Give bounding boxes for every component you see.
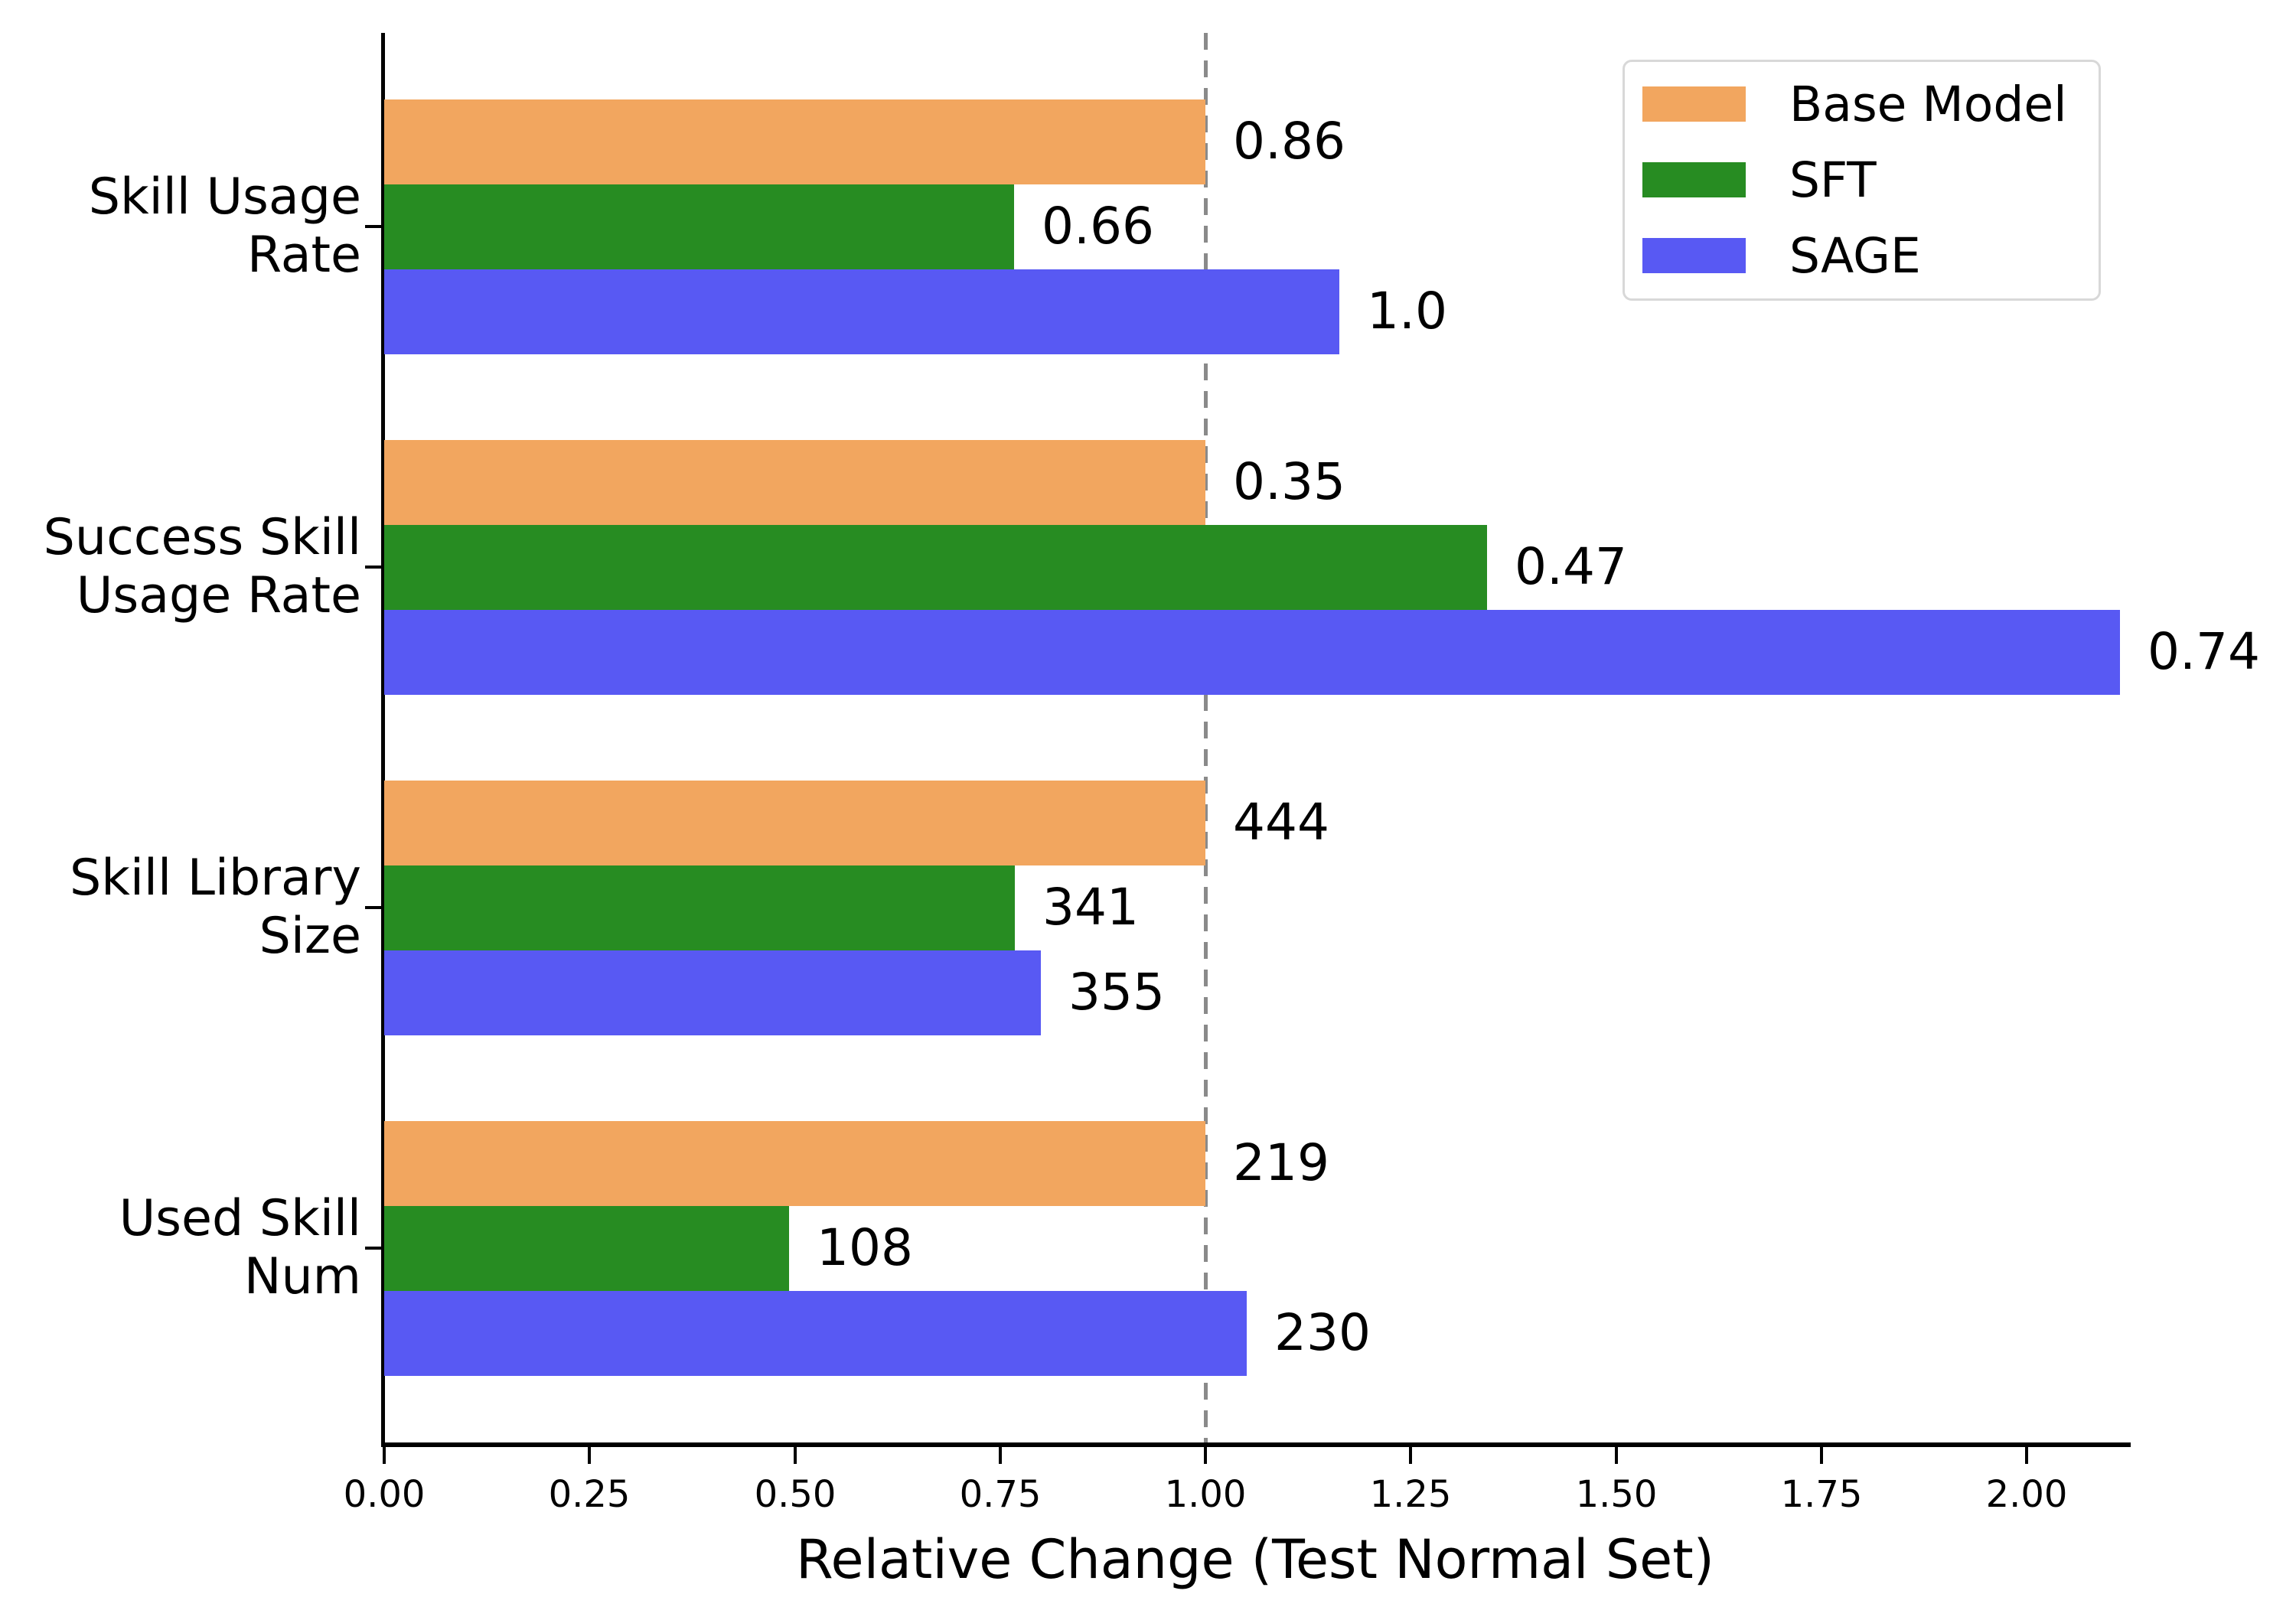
bar-sft-cat1 <box>384 524 1487 610</box>
value-label-base-model-cat1: 0.35 <box>1233 452 1345 511</box>
x-tick-6 <box>1615 1447 1618 1464</box>
category-label-0-line-1: Rate <box>246 227 361 284</box>
category-label-3-line-0: Used Skill <box>119 1190 361 1247</box>
legend-swatch-sage <box>1642 238 1746 273</box>
value-label-sage-cat2: 355 <box>1068 963 1165 1022</box>
x-tick-8 <box>2025 1447 2028 1464</box>
x-axis-spine <box>381 1442 2131 1447</box>
value-label-base-model-cat2: 444 <box>1233 793 1329 852</box>
x-tick-label-1: 0.25 <box>548 1473 631 1516</box>
x-tick-0 <box>383 1447 386 1464</box>
value-label-sft-cat0: 0.66 <box>1042 197 1154 256</box>
x-tick-label-4: 1.00 <box>1164 1473 1247 1516</box>
x-tick-4 <box>1204 1447 1207 1464</box>
category-label-0: Skill Usage Rate <box>0 168 361 285</box>
value-label-sage-cat1: 0.74 <box>2148 622 2260 681</box>
legend-label-sage: SAGE <box>1789 227 1921 284</box>
bar-sft-cat0 <box>384 184 1014 269</box>
bar-sage-cat2 <box>384 950 1041 1035</box>
y-tick-1 <box>365 566 383 569</box>
category-label-0-line-0: Skill Usage <box>88 168 361 226</box>
category-label-3: Used Skill Num <box>0 1190 361 1306</box>
x-tick-3 <box>999 1447 1002 1464</box>
y-tick-2 <box>365 906 383 909</box>
value-label-sage-cat0: 1.0 <box>1367 282 1447 341</box>
legend-box: Base Model SFT SAGE <box>1623 60 2101 301</box>
x-tick-label-5: 1.25 <box>1369 1473 1452 1516</box>
legend-entry-sft: SFT <box>1642 156 1877 204</box>
legend-label-base-model: Base Model <box>1789 76 2067 132</box>
x-tick-5 <box>1409 1447 1412 1464</box>
category-label-2-line-0: Skill Library <box>69 849 361 907</box>
x-tick-7 <box>1820 1447 1823 1464</box>
bar-base-model-cat0 <box>384 99 1205 184</box>
y-axis-spine <box>381 33 385 1447</box>
legend-entry-base-model: Base Model <box>1642 80 2067 129</box>
category-label-1-line-0: Success Skill <box>43 509 361 566</box>
x-tick-label-7: 1.75 <box>1780 1473 1863 1516</box>
category-label-1-line-1: Usage Rate <box>76 567 361 624</box>
category-label-3-line-1: Num <box>243 1248 361 1305</box>
bar-sage-cat0 <box>384 269 1339 354</box>
legend-entry-sage: SAGE <box>1642 232 1921 280</box>
value-label-sft-cat2: 341 <box>1042 878 1139 937</box>
value-label-sage-cat3: 230 <box>1274 1303 1371 1362</box>
bar-sft-cat2 <box>384 865 1015 950</box>
x-tick-label-0: 0.00 <box>343 1473 426 1516</box>
bar-sage-cat1 <box>384 609 2120 695</box>
legend-label-sft: SFT <box>1789 152 1877 208</box>
x-tick-1 <box>588 1447 591 1464</box>
value-label-base-model-cat0: 0.86 <box>1233 112 1345 171</box>
x-tick-label-6: 1.50 <box>1575 1473 1658 1516</box>
y-tick-3 <box>365 1247 383 1250</box>
y-tick-0 <box>365 225 383 228</box>
bar-base-model-cat3 <box>384 1120 1205 1206</box>
bar-sage-cat3 <box>384 1290 1247 1376</box>
category-label-2-line-1: Size <box>259 908 361 965</box>
x-tick-label-8: 2.00 <box>1985 1473 2068 1516</box>
category-label-2: Skill Library Size <box>0 849 361 966</box>
x-tick-label-3: 0.75 <box>959 1473 1042 1516</box>
legend-swatch-sft <box>1642 162 1746 197</box>
bar-base-model-cat2 <box>384 780 1205 865</box>
x-tick-2 <box>794 1447 797 1464</box>
reference-line-at-1 <box>1204 33 1208 1442</box>
category-label-1: Success Skill Usage Rate <box>0 509 361 625</box>
bar-base-model-cat1 <box>384 439 1205 525</box>
legend-swatch-base-model <box>1642 86 1746 122</box>
bar-sft-cat3 <box>384 1205 789 1291</box>
x-tick-label-2: 0.50 <box>754 1473 837 1516</box>
value-label-base-model-cat3: 219 <box>1233 1133 1329 1192</box>
value-label-sft-cat3: 108 <box>817 1218 913 1277</box>
x-axis-title: Relative Change (Test Normal Set) <box>796 1528 1714 1591</box>
value-label-sft-cat1: 0.47 <box>1515 537 1627 596</box>
